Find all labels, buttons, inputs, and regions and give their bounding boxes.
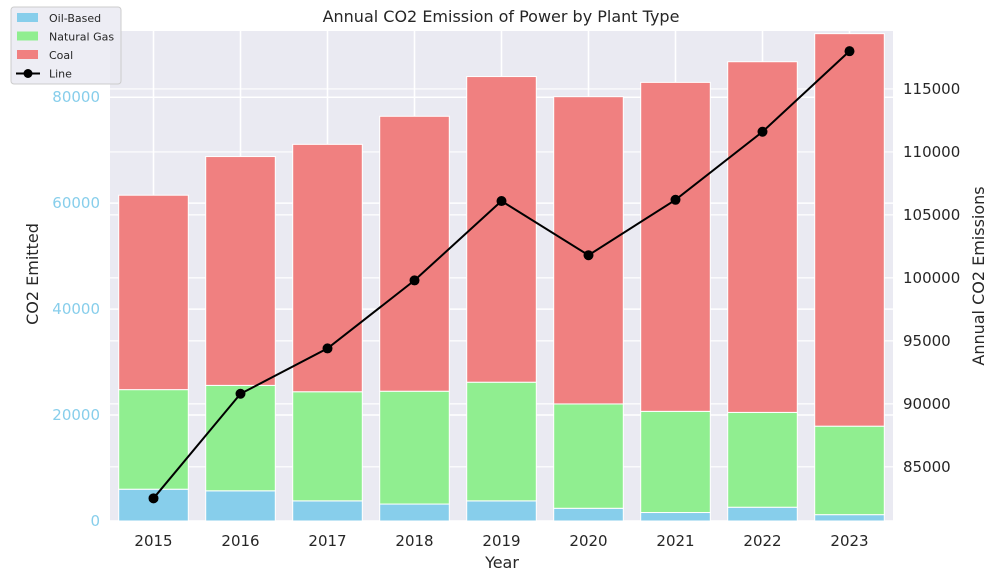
- bar-segment: [205, 156, 276, 386]
- bar-segment: [292, 391, 363, 502]
- line-point: [496, 196, 507, 207]
- bar-segment: [640, 81, 711, 412]
- legend-swatch: [17, 50, 38, 59]
- line-point: [844, 46, 855, 57]
- bar-segment: [205, 490, 276, 522]
- y-axis-right: 85000 90000 95000 100000 105000 110000 115000: [903, 80, 960, 476]
- y-tick-label: 60000: [52, 194, 100, 212]
- bar-segment: [379, 115, 450, 392]
- x-tick-label: 2020: [569, 532, 607, 550]
- y-tick-label: 20000: [52, 406, 100, 424]
- y2-tick-label: 90000: [903, 395, 951, 413]
- y-axis-label: CO2 Emitted: [23, 223, 42, 325]
- bar-segment: [466, 500, 537, 522]
- legend-swatch: [17, 31, 38, 41]
- line-point: [148, 493, 159, 504]
- bar-segment: [118, 389, 189, 490]
- bar-segment: [379, 390, 450, 505]
- legend-label: Line: [49, 68, 72, 81]
- y2-tick-label: 85000: [903, 458, 951, 476]
- bar-segment: [205, 384, 276, 492]
- line-point: [235, 388, 246, 399]
- bar-segment: [814, 425, 885, 516]
- bar-segment: [553, 507, 624, 522]
- bar-segment: [640, 410, 711, 514]
- y2-tick-label: 95000: [903, 332, 951, 350]
- line-point: [322, 343, 333, 354]
- y2-tick-label: 105000: [903, 206, 960, 224]
- bar-segment: [379, 503, 450, 522]
- line-point: [583, 250, 594, 261]
- y-axis-left: 0 20000 40000 60000 80000: [52, 88, 100, 530]
- x-tick-label: 2022: [743, 532, 781, 550]
- y2-tick-label: 110000: [903, 143, 960, 161]
- bar-segment: [553, 403, 624, 509]
- bar-segment: [727, 506, 798, 522]
- y2-tick-label: 115000: [903, 80, 960, 98]
- line-point: [409, 275, 420, 286]
- chart-title: Annual CO2 Emission of Power by Plant Ty…: [323, 7, 680, 26]
- y-tick-label: 0: [90, 512, 100, 530]
- line-point: [757, 126, 768, 137]
- x-tick-label: 2015: [134, 532, 172, 550]
- legend-label: Coal: [49, 49, 73, 62]
- bar-segment: [292, 500, 363, 522]
- bar-segment: [640, 512, 711, 522]
- x-tick-label: 2018: [395, 532, 433, 550]
- y-tick-label: 40000: [52, 300, 100, 318]
- legend: Oil-Based Natural Gas Coal Line: [10, 6, 122, 85]
- legend-label: Oil-Based: [49, 12, 101, 25]
- bars: [118, 33, 885, 522]
- bar-segment: [727, 411, 798, 508]
- legend-line-marker: [23, 69, 33, 78]
- legend-swatch: [17, 13, 38, 22]
- x-tick-label: 2019: [482, 532, 520, 550]
- y2-tick-label: 100000: [903, 269, 960, 287]
- x-axis-label: Year: [484, 553, 519, 572]
- bar-segment: [814, 514, 885, 522]
- y-tick-label: 80000: [52, 88, 100, 106]
- legend-frame: [10, 6, 122, 85]
- bar-segment: [466, 381, 537, 502]
- bar-segment: [466, 76, 537, 383]
- bar-segment: [118, 194, 189, 391]
- x-tick-label: 2023: [830, 532, 868, 550]
- line-series: [148, 46, 855, 504]
- x-tick-label: 2016: [221, 532, 259, 550]
- line-point: [670, 194, 681, 205]
- bar-segment: [727, 61, 798, 413]
- x-tick-label: 2017: [308, 532, 346, 550]
- legend-label: Natural Gas: [49, 31, 114, 44]
- y2-axis-label: Annual CO2 Emissions: [969, 186, 988, 365]
- bar-segment: [292, 143, 363, 393]
- x-tick-label: 2021: [656, 532, 694, 550]
- x-axis: 2015 2016 2017 2018 2019 2020 2021 2022 2023: [134, 532, 868, 550]
- bar-segment: [814, 33, 885, 427]
